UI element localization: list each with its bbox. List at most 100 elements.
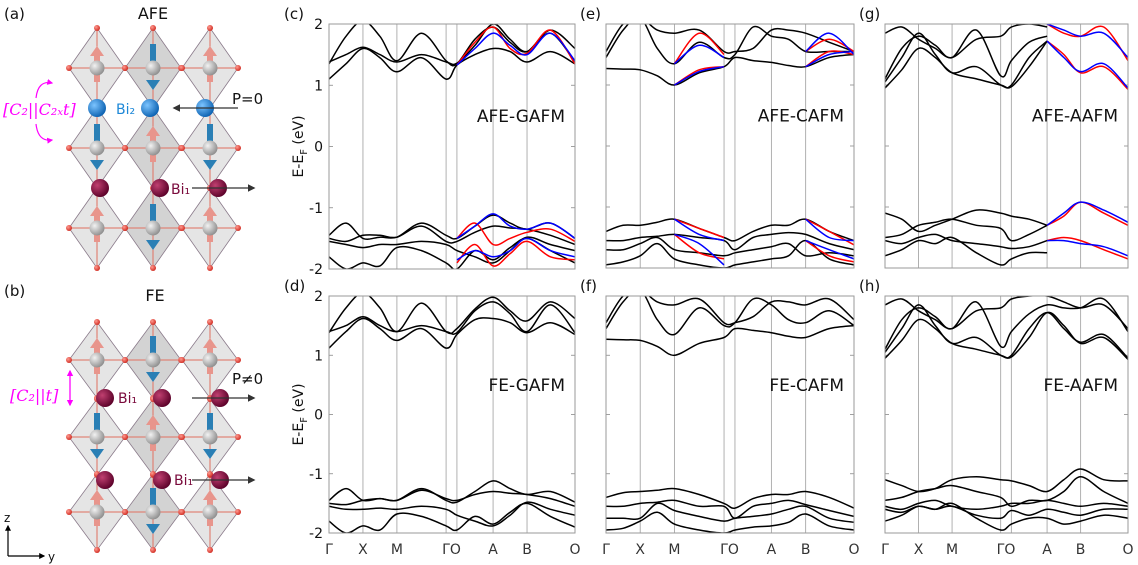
plot-frame — [884, 295, 1129, 534]
spin-arrow-down-shaft — [150, 44, 156, 70]
x-tick-label: ΓO — [442, 542, 461, 558]
symmetry-curved-arrow-lower — [35, 123, 54, 144]
x-tick-label: M — [946, 542, 958, 558]
plot-frame — [605, 295, 855, 534]
band-line — [885, 40, 1048, 89]
oxygen-atom — [150, 319, 156, 325]
x-tick-label: B — [801, 542, 811, 558]
band-line — [885, 29, 1048, 80]
band-line — [606, 324, 854, 357]
fe-structure — [66, 319, 256, 553]
band-line-spin-down — [674, 65, 725, 86]
symmetry-curved-arrow-upper — [35, 79, 54, 99]
band-line — [606, 218, 854, 242]
band-line-spin-down — [805, 50, 854, 68]
fe-atom — [145, 220, 161, 236]
oxygen-atom — [179, 145, 185, 151]
oxygen-atom — [179, 65, 185, 71]
band-line — [885, 499, 1128, 511]
spin-arrow-down-head — [146, 524, 160, 534]
oxygen-atom — [122, 357, 128, 363]
band-line-spin-down — [456, 32, 575, 66]
y-tick-label: 1 — [314, 78, 323, 94]
fe-atom — [202, 429, 218, 445]
x-tick-label: Γ — [325, 542, 333, 558]
band-line — [885, 475, 1128, 508]
spin-arrow-up-head — [90, 338, 104, 348]
x-tick-label: X — [914, 542, 924, 558]
y-tick-label: 2 — [314, 17, 323, 33]
fe-atom — [145, 140, 161, 156]
band-line-spin-down — [805, 239, 854, 260]
y-axis-label-subscript: F — [299, 149, 310, 155]
panel-d: (d) FE-GAFM 2 1 0 -1 -2 E-EF (eV) Γ X M ΓO A B O — [284, 277, 581, 558]
x-tick-label: X — [358, 542, 368, 558]
band-line-spin-up — [805, 50, 854, 68]
plot-frame — [328, 23, 576, 270]
bi-atom — [151, 179, 169, 197]
band-line — [606, 24, 854, 54]
bi1-label-fe-lower: Bi₁ — [174, 473, 193, 489]
oxygen-atom — [66, 434, 72, 440]
band-line-spin-up — [673, 233, 725, 260]
oxygen-atom — [122, 65, 128, 71]
bi1-label-afe: Bi₁ — [171, 182, 190, 198]
oxygen-atom — [235, 434, 241, 440]
panel-c: (c) AFE-GAFM 2 1 0 -1 -2 E-EF (eV) — [284, 5, 576, 278]
panel-label-g: (g) — [859, 5, 880, 23]
oxygen-atom — [179, 357, 185, 363]
x-tick-label: B — [1076, 542, 1086, 558]
panel-title: FE-CAFM — [769, 376, 844, 396]
oxygen-atom — [235, 145, 241, 151]
bands — [885, 24, 1128, 266]
band-line — [329, 489, 575, 508]
plot-area — [885, 24, 1128, 268]
fe-atom — [89, 60, 105, 76]
band-line-spin-up — [456, 240, 575, 267]
fe-atom — [202, 60, 218, 76]
bi2-label: Bi₂ — [116, 102, 135, 118]
band-line — [606, 502, 854, 524]
plot-area — [885, 296, 1128, 533]
plot-frame — [328, 295, 576, 534]
band-line-spin-down — [1046, 201, 1128, 226]
spin-arrow-down-head — [146, 372, 160, 382]
band-line — [606, 53, 854, 86]
band-line — [885, 24, 1048, 59]
oxygen-atom — [66, 145, 72, 151]
spin-arrow-up-head — [203, 490, 217, 500]
x-tick-label: X — [635, 542, 645, 558]
oxygen-atom — [94, 319, 100, 325]
oxygen-atom — [66, 65, 72, 71]
band-line — [606, 487, 854, 509]
panel-label-h: (h) — [859, 277, 880, 295]
fe-atom — [202, 352, 218, 368]
y-tick-label: 2 — [314, 289, 323, 305]
y-axis-label-main: E-E — [291, 155, 307, 178]
band-line-spin-up — [1046, 40, 1128, 90]
spin-arrow-down-head — [90, 160, 104, 170]
fe-atom — [202, 220, 218, 236]
fe-atom — [89, 352, 105, 368]
band-line-spin-up — [673, 32, 725, 65]
y-axis-label-unit: (eV) — [291, 115, 307, 149]
bi-atom — [141, 99, 159, 117]
bands — [329, 296, 575, 533]
axes-triad: z y — [4, 511, 55, 564]
band-line — [885, 218, 1048, 242]
spin-arrow-down-head — [203, 449, 217, 459]
panel-label-f: (f) — [580, 277, 597, 295]
panel-label-c: (c) — [284, 5, 304, 23]
band-line-spin-up — [805, 239, 854, 263]
fe-title: FE — [145, 286, 164, 305]
oxygen-atom — [150, 265, 156, 271]
x-tick-label: A — [1042, 542, 1052, 558]
band-line — [329, 317, 575, 349]
afe-structure — [35, 25, 256, 271]
bi-atom — [91, 179, 109, 197]
band-line — [606, 499, 854, 519]
spin-arrow-up-head — [203, 206, 217, 216]
x-tick-label: A — [488, 542, 498, 558]
band-line — [329, 47, 575, 80]
panel-title: AFE-GAFM — [477, 107, 565, 127]
